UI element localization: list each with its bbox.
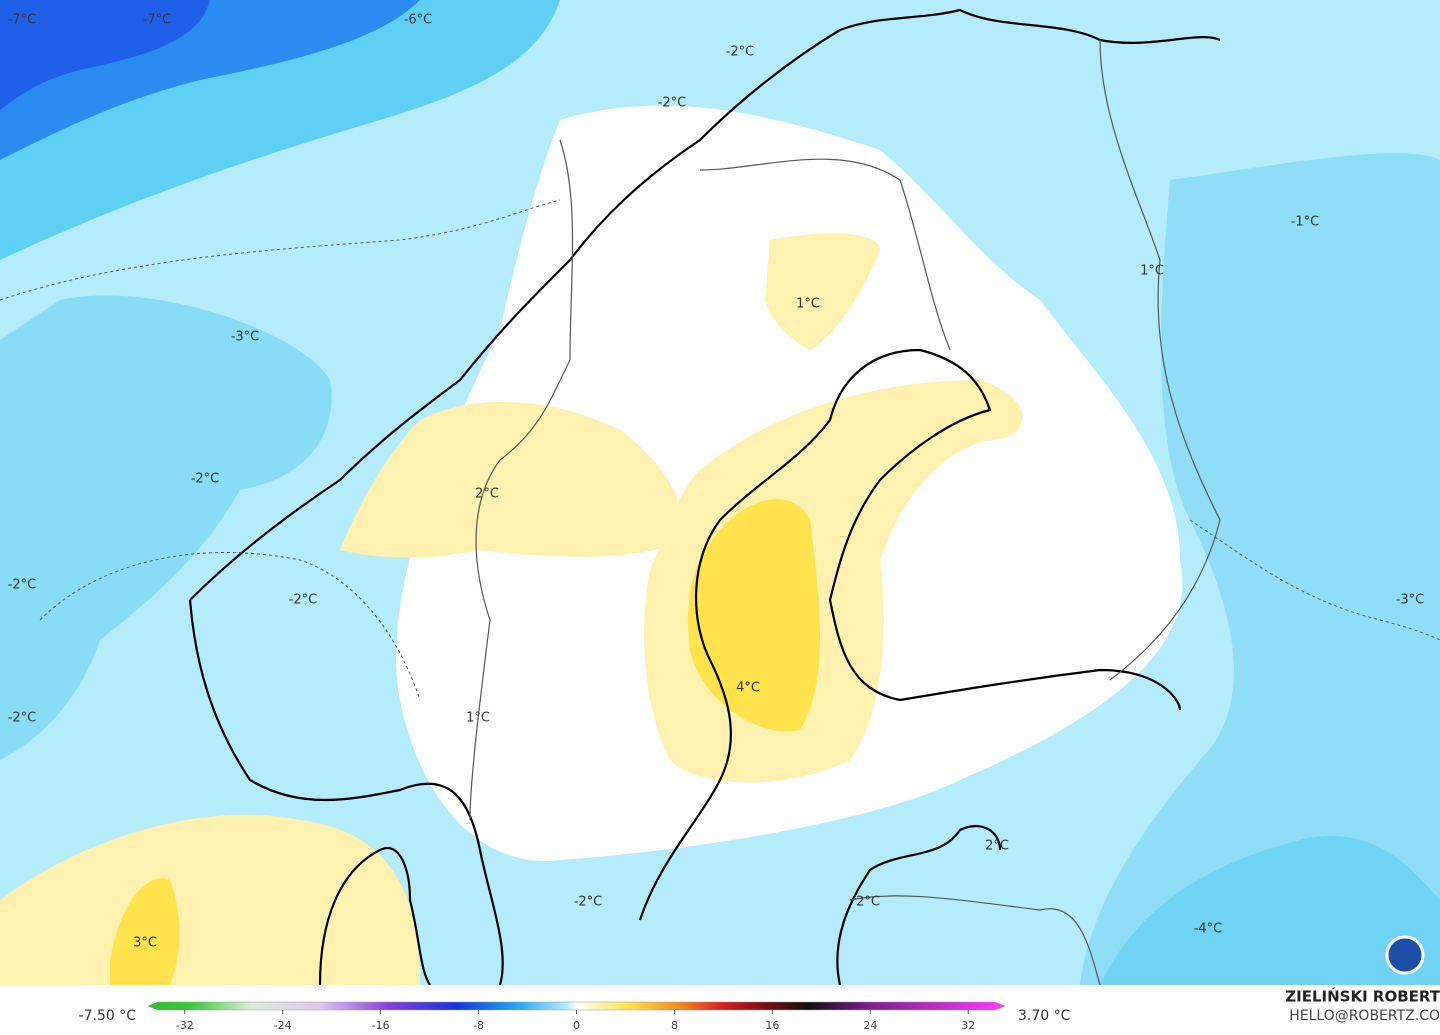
coastline — [188, 599, 504, 986]
isotherm — [39, 552, 421, 701]
colorbar-tick-label: -8 — [473, 1019, 484, 1032]
contour-label: 2°C — [856, 895, 880, 910]
contour-label: -3°C — [1396, 593, 1425, 608]
colorbar-tick-label: 8 — [671, 1019, 678, 1032]
isotherm — [0, 199, 561, 301]
contour-label: 2°C — [985, 839, 1009, 854]
colorbar-tick-label: -16 — [372, 1019, 390, 1032]
email: HELLO@ROBERTZ.CO — [1289, 1008, 1440, 1024]
isotherm — [1189, 519, 1440, 641]
author: ZIELIŃSKI ROBERT — [1285, 987, 1440, 1006]
coastline — [836, 825, 1002, 986]
contour-label: 4°C — [736, 681, 760, 696]
warm-zone — [765, 233, 880, 350]
contour-label: -1°C — [1291, 215, 1320, 230]
contour-label: -2°C — [8, 711, 37, 726]
coastline — [318, 847, 431, 986]
max-value: 3.70 °C — [1018, 1008, 1071, 1024]
contour-label: -7°C — [8, 13, 37, 28]
country-border — [1099, 39, 1221, 681]
contour-label: -6°C — [404, 13, 433, 28]
contour-label: 3°C — [133, 936, 157, 951]
contour-label: -2°C — [658, 96, 687, 111]
country-border — [699, 158, 951, 351]
contour-label: 2°C — [475, 487, 499, 502]
contour-label: -2°C — [726, 45, 755, 60]
warm-core — [110, 878, 180, 985]
contour-label: -2°C — [574, 895, 603, 910]
contour-label: 1°C — [466, 711, 490, 726]
coastline — [189, 8, 1221, 601]
cool-zone — [1080, 153, 1440, 986]
contour-label: -2°C — [8, 578, 37, 593]
contour-label: -3°C — [231, 330, 260, 345]
colorbar-tick-label: -24 — [274, 1019, 292, 1032]
map — [0, 0, 1440, 986]
coastline — [638, 348, 1182, 921]
contour-label: -7°C — [143, 13, 172, 28]
contour-label: 1°C — [1140, 264, 1164, 279]
colorbar-tick-label: -32 — [176, 1019, 194, 1032]
colorbar-ticks: -32 -24 -16 -8 0 8 16 24 32 — [176, 1010, 975, 1032]
min-value: -7.50 °C — [79, 1008, 137, 1024]
contour-label: -4°C — [1194, 922, 1223, 937]
warm-zone — [0, 814, 420, 985]
cool-zone — [1100, 835, 1440, 985]
cold-zone — [0, 0, 210, 110]
contour-label: -2°C — [191, 472, 220, 487]
cool-zone — [0, 295, 332, 760]
contour-labels: -7°C -7°C -6°C -2°C -2°C -1°C 1°C 1°C -3°C -2°C 2°… — [8, 13, 1425, 951]
warm-zone — [340, 401, 682, 558]
colorbar-tick-label: 24 — [863, 1019, 877, 1032]
noaa-logo — [1385, 935, 1425, 975]
country-border — [469, 139, 574, 821]
colorbar-tick-label: 32 — [961, 1019, 975, 1032]
warm-core — [688, 499, 820, 732]
contour-label: -2°C — [289, 593, 318, 608]
colorbar — [147, 1001, 1006, 1011]
contour-label: 1°C — [796, 297, 820, 312]
colorbar-tick-label: 0 — [573, 1019, 580, 1032]
colorbar-tick-label: 16 — [765, 1019, 779, 1032]
country-border — [849, 895, 1101, 986]
